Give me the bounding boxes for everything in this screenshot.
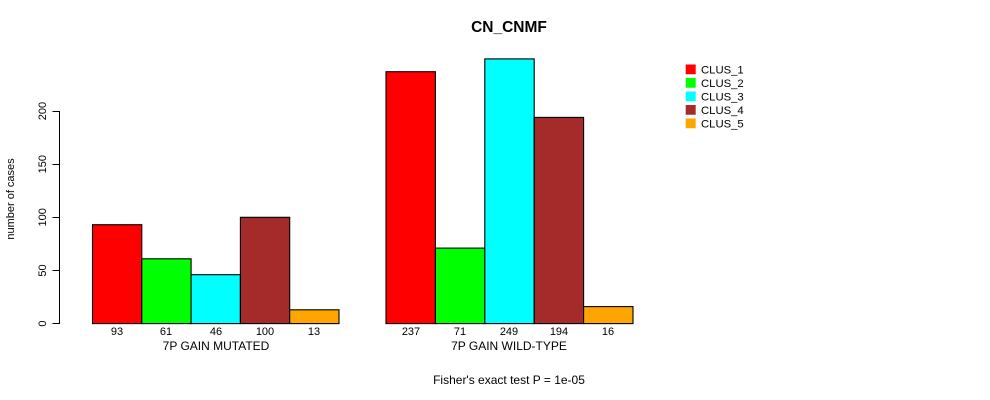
svg-text:13: 13	[308, 326, 320, 338]
svg-text:number of cases: number of cases	[5, 158, 17, 240]
svg-text:CLUS_4: CLUS_4	[701, 105, 744, 117]
svg-text:71: 71	[454, 326, 466, 338]
svg-text:CLUS_2: CLUS_2	[701, 78, 744, 90]
svg-text:61: 61	[160, 326, 172, 338]
svg-text:93: 93	[111, 326, 123, 338]
svg-text:CLUS_5: CLUS_5	[701, 119, 744, 131]
svg-text:0: 0	[37, 321, 49, 327]
svg-text:249: 249	[500, 326, 518, 338]
svg-text:CN_CNMF: CN_CNMF	[471, 19, 547, 36]
svg-text:Fisher's exact test P = 1e-05: Fisher's exact test P = 1e-05	[433, 373, 585, 387]
svg-text:CLUS_1: CLUS_1	[701, 65, 744, 77]
svg-text:7P GAIN WILD-TYPE: 7P GAIN WILD-TYPE	[451, 339, 567, 353]
svg-text:150: 150	[37, 155, 49, 173]
svg-text:46: 46	[210, 326, 222, 338]
svg-text:7P GAIN MUTATED: 7P GAIN MUTATED	[163, 339, 270, 353]
svg-text:200: 200	[37, 102, 49, 120]
svg-text:194: 194	[550, 326, 568, 338]
svg-text:100: 100	[37, 208, 49, 226]
svg-text:50: 50	[37, 264, 49, 276]
svg-text:100: 100	[256, 326, 274, 338]
svg-text:237: 237	[402, 326, 420, 338]
svg-text:CLUS_3: CLUS_3	[701, 92, 744, 104]
svg-text:16: 16	[602, 326, 614, 338]
